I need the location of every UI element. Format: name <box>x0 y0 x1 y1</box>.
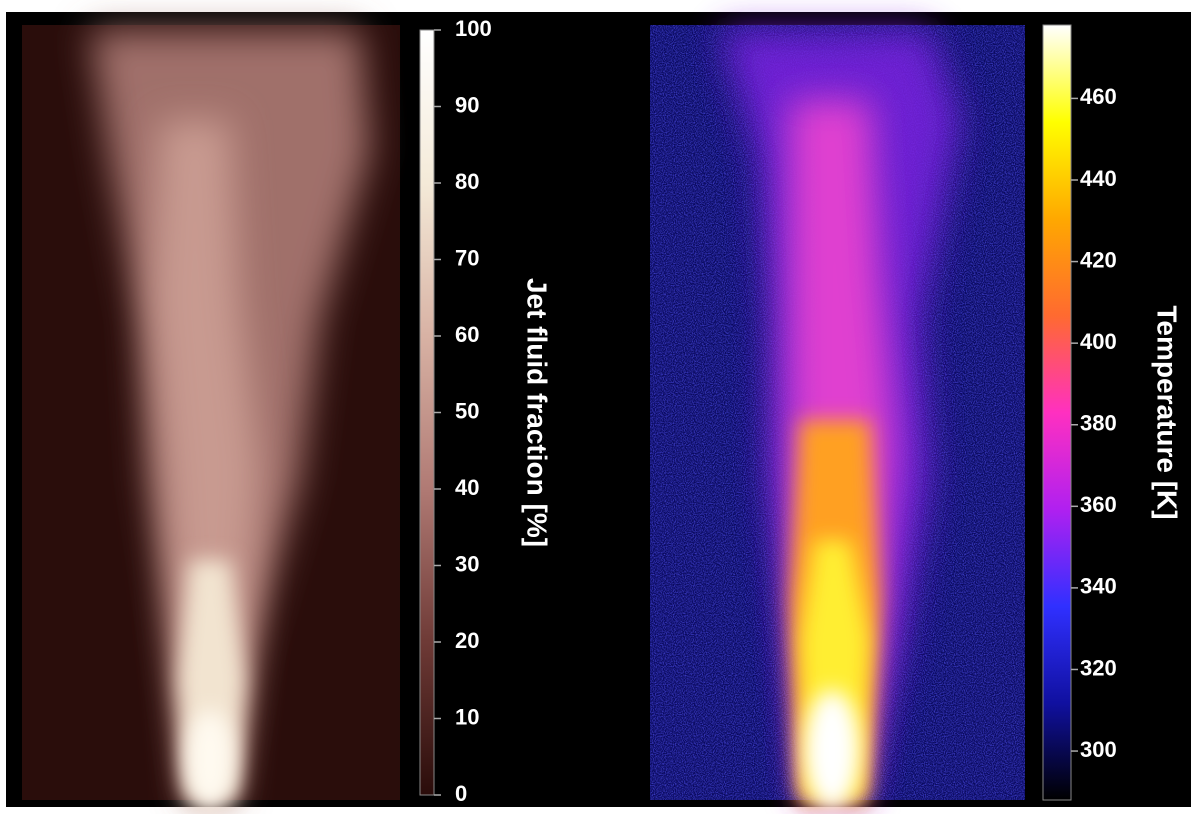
tick-label: 50 <box>455 398 479 423</box>
tick-label: 460 <box>1080 84 1117 109</box>
tick-label: 380 <box>1080 411 1117 436</box>
jet-fluid-image <box>22 25 400 810</box>
tick-label: 360 <box>1080 492 1117 517</box>
tick-label: 60 <box>455 322 479 347</box>
temperature-image <box>650 25 1025 810</box>
tick-label: 40 <box>455 475 479 500</box>
tick-label: 400 <box>1080 329 1117 354</box>
tick-label: 0 <box>455 781 467 806</box>
tick-label: 420 <box>1080 247 1117 272</box>
tick-label: 20 <box>455 628 479 653</box>
tick-label: 90 <box>455 92 479 117</box>
tick-label: 320 <box>1080 655 1117 680</box>
tick-label: 100 <box>455 16 492 41</box>
tick-label: 70 <box>455 245 479 270</box>
tick-label: 30 <box>455 551 479 576</box>
colorbar-label: Temperature [K] <box>1152 305 1183 519</box>
colorbar <box>1042 24 1072 801</box>
tick-label: 440 <box>1080 166 1117 191</box>
tick-label: 300 <box>1080 737 1117 762</box>
tick-label: 80 <box>455 169 479 194</box>
tick-label: 340 <box>1080 574 1117 599</box>
tick-label: 10 <box>455 704 479 729</box>
colorbar <box>419 29 435 796</box>
colorbar-label: Jet fluid fraction [%] <box>522 278 553 547</box>
